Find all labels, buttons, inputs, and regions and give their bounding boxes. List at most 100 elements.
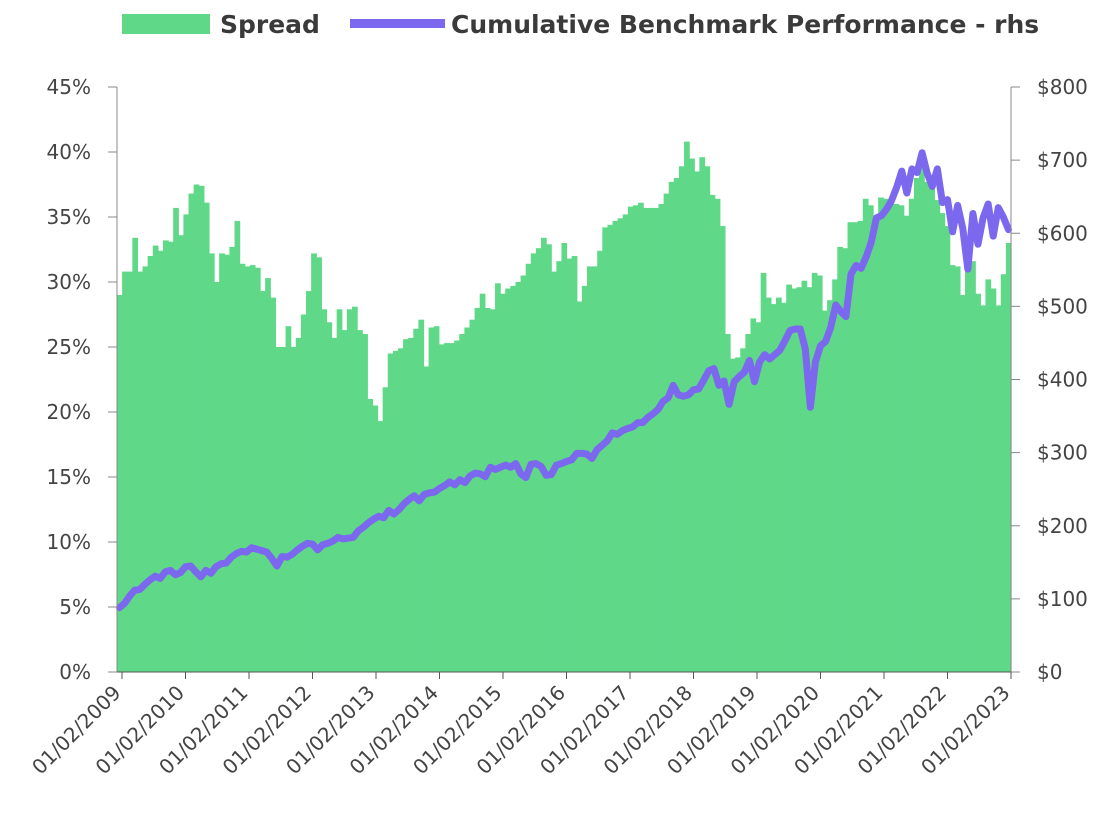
spread-bar (678, 166, 685, 673)
spread-bar (479, 293, 486, 672)
spread-bar (239, 263, 246, 672)
spread-bar (423, 366, 430, 672)
spread-bar (786, 284, 792, 672)
spread-bar (152, 245, 159, 672)
spread-bar (689, 158, 695, 672)
spread-bar (980, 305, 987, 672)
right-y-tick-label: $200 (1037, 514, 1088, 538)
spread-bar (648, 207, 654, 672)
spread-bar (622, 214, 629, 672)
spread-bar (137, 271, 144, 672)
spread-bar (484, 308, 491, 672)
spread-bar (586, 266, 593, 672)
right-y-tick-label: $800 (1037, 75, 1088, 99)
spread-bar (321, 309, 328, 672)
right-y-tick-label: $100 (1037, 587, 1088, 611)
spread-bar (285, 326, 292, 672)
left-y-tick-label: 0% (59, 660, 91, 684)
spread-bar (449, 343, 455, 672)
spread-bar (357, 330, 363, 672)
spread-bar (541, 237, 547, 673)
spread-bar (965, 261, 971, 672)
spread-bar (433, 326, 440, 672)
spread-bar (821, 310, 828, 672)
spread-bar (745, 334, 752, 672)
spread-bar (275, 347, 282, 672)
left-y-axis-ticks: 0% 5% 10% 15% 20% 25% 30% 35% 40% 45% (47, 75, 117, 684)
spread-bar (765, 297, 772, 672)
spread-bar (515, 282, 522, 672)
spread-bar (806, 287, 813, 672)
spread-bar (949, 265, 956, 672)
spread-bar (653, 207, 660, 672)
spread-bar (157, 250, 164, 673)
spread-bar (147, 256, 154, 672)
spread-bar (959, 295, 966, 672)
spread-bar (290, 347, 297, 672)
legend-label-benchmark: Cumulative Benchmark Performance - rhs (451, 10, 1039, 39)
spread-bar (469, 319, 476, 672)
spread-bar (714, 198, 721, 673)
legend: Spread Cumulative Benchmark Performance … (122, 10, 1039, 39)
spread-bar (852, 222, 859, 672)
spread-bar (719, 226, 726, 672)
spread-bar (954, 266, 961, 672)
spread-bar (260, 291, 266, 672)
spread-bar (459, 334, 465, 672)
spread-bar (454, 340, 460, 672)
right-y-tick-label: $400 (1037, 368, 1088, 392)
spread-bar (270, 297, 276, 672)
spread-bar (755, 322, 762, 672)
right-y-tick-label: $700 (1037, 148, 1088, 172)
spread-bar (740, 348, 746, 672)
x-axis-ticks: 01/02/200901/02/201001/02/201101/02/2012… (27, 672, 1015, 779)
spread-bar (311, 253, 317, 672)
spread-bar (438, 344, 445, 672)
spread-bar (735, 357, 741, 672)
spread-bar (203, 202, 210, 672)
spread-bar (801, 280, 808, 672)
right-y-tick-label: $600 (1037, 221, 1088, 245)
spread-bar (576, 301, 583, 672)
spread-bar (581, 285, 588, 672)
spread-bar (862, 198, 869, 673)
spread-bar (244, 266, 251, 672)
spread-bar (597, 250, 603, 673)
spread-bar (847, 222, 854, 672)
spread-bar (127, 271, 133, 672)
left-y-tick-label: 35% (47, 205, 91, 229)
spread-bar (208, 253, 215, 672)
spread-bar (326, 322, 333, 672)
spread-bar (229, 246, 236, 672)
spread-bar (643, 207, 649, 672)
spread-bar (372, 405, 379, 672)
spread-bar (878, 197, 884, 672)
right-y-tick-label: $300 (1037, 441, 1088, 465)
spread-bar (1005, 243, 1012, 672)
spread-bar (730, 358, 736, 672)
spread-bar (168, 241, 174, 672)
spread-bar (505, 288, 511, 672)
spread-bar (944, 226, 951, 672)
left-y-tick-label: 10% (47, 530, 91, 554)
spread-bar (975, 293, 981, 672)
spread-bar (684, 141, 690, 673)
left-y-tick-label: 20% (47, 400, 91, 424)
spread-bar (224, 254, 230, 672)
spread-bar (913, 178, 920, 672)
spread-bar (602, 227, 609, 672)
spread-bar (694, 171, 700, 672)
spread-bar (995, 305, 1002, 672)
spread-bar (188, 193, 195, 672)
spread-bar (668, 181, 675, 672)
spread-bar (832, 279, 838, 672)
spread-bar (500, 293, 506, 672)
spread-bar (234, 220, 241, 672)
spread-bar (316, 257, 322, 672)
spread-bar (183, 214, 190, 672)
spread-bar (265, 278, 271, 672)
spread-bar (816, 275, 823, 672)
spread-bar (142, 266, 149, 672)
spread-bar (939, 213, 946, 672)
left-y-tick-label: 30% (47, 270, 91, 294)
